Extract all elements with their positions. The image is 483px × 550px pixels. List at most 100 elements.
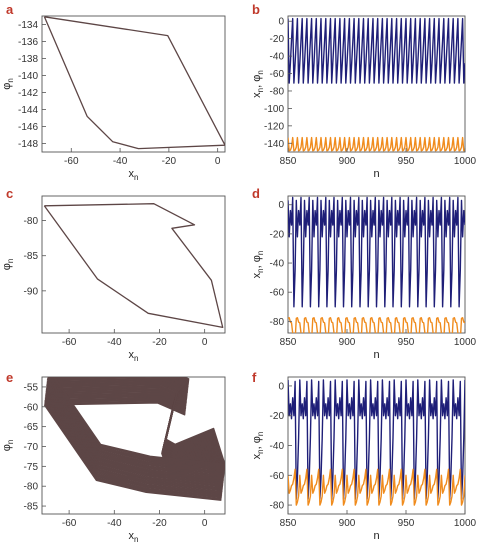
x-tick-label: 1000 [454, 337, 477, 348]
y-tick-label: -55 [24, 382, 39, 393]
trajectory-loop-29 [52, 377, 225, 467]
trajectory-loop-25 [48, 377, 225, 472]
trajectory-loop-1 [43, 16, 225, 150]
y-tick-label: -80 [24, 216, 39, 227]
x-tick-label: -40 [107, 518, 122, 529]
y-tick-label: 0 [278, 381, 284, 392]
x-tick-label: 900 [339, 518, 356, 529]
trajectory-loop-28 [51, 377, 225, 468]
y-axis-label: xn, φn [251, 70, 265, 98]
series-line-2 [288, 468, 465, 506]
y-tick-label: -100 [264, 104, 284, 115]
x-tick-label: 950 [398, 156, 415, 167]
x-axis-label: n [373, 349, 379, 361]
plot-frame [41, 15, 226, 153]
x-tick-label: 0 [215, 156, 221, 167]
series-line-2 [288, 136, 465, 152]
x-tick-label: 900 [339, 337, 356, 348]
y-tick-label: -146 [18, 122, 38, 133]
panel-c: -60 -40 -20 0 -80 -85 -90 xn φn c [1, 186, 226, 363]
x-tick-label: 850 [280, 518, 297, 529]
trajectory-loop-1 [43, 203, 224, 329]
panel-f: 850 900 950 1000 0 -20 -40 -60 -80 n xn, φn f [251, 370, 477, 542]
panel-e: -60 -40 -20 0 -55 -60 -65 -70 -75 -80 -85 xn φn e [1, 370, 226, 544]
x-tick-label: -40 [107, 337, 122, 348]
y-tick-label: -40 [270, 441, 285, 452]
panel-b: 850 900 950 1000 0 -20 -40 -60 -80 -100 -120 -140 n x… [251, 2, 477, 180]
x-axis-label: n [373, 530, 379, 542]
x-tick-label: -60 [64, 156, 79, 167]
x-tick-label: 950 [398, 518, 415, 529]
trajectory-loop-20 [46, 378, 225, 478]
y-tick-label: -40 [270, 259, 285, 270]
y-tick-label: -80 [270, 86, 285, 97]
y-tick-label: -138 [18, 54, 38, 65]
y-tick-label: -80 [24, 482, 39, 493]
panel-letter: e [6, 370, 13, 385]
y-tick-label: -85 [24, 502, 39, 513]
y-tick-label: -120 [264, 121, 284, 132]
y-tick-label: -60 [270, 69, 285, 80]
panel-a: -60 -40 -20 0 -134 -136 -138 -140 -142 -144 -146 -1… [1, 2, 226, 182]
x-tick-label: 850 [280, 337, 297, 348]
trajectory-loop-27 [50, 377, 225, 469]
y-tick-label: -136 [18, 37, 38, 48]
panel-letter: a [6, 2, 14, 17]
y-tick-label: 0 [278, 17, 284, 28]
plot-frame [41, 195, 226, 334]
y-tick-label: -60 [270, 288, 285, 299]
y-tick-label: -85 [24, 251, 39, 262]
panel-letter: c [6, 186, 13, 201]
x-tick-label: -40 [113, 156, 128, 167]
y-tick-label: -142 [18, 88, 38, 99]
x-tick-label: 1000 [454, 518, 477, 529]
y-tick-label: -20 [270, 34, 285, 45]
x-tick-label: 900 [339, 156, 356, 167]
trajectory-loop-30 [53, 377, 225, 466]
trajectory-loop-23 [46, 377, 225, 474]
x-axis-label: xn [129, 530, 139, 544]
x-axis-label: n [373, 168, 379, 180]
x-tick-label: -20 [152, 518, 167, 529]
y-tick-label: -140 [18, 71, 38, 82]
x-axis-label: xn [129, 349, 139, 363]
y-tick-label: -140 [264, 139, 284, 150]
y-tick-label: -20 [270, 229, 285, 240]
trajectory-loop-24 [47, 377, 225, 473]
panel-letter: b [252, 2, 260, 17]
x-tick-label: -20 [162, 156, 177, 167]
y-axis-label: φn [1, 78, 15, 90]
y-tick-label: -144 [18, 105, 38, 116]
y-axis-label: xn, φn [251, 432, 265, 460]
y-tick-label: -60 [270, 471, 285, 482]
trajectory-loop-21 [46, 377, 225, 477]
x-axis-label: xn [129, 168, 139, 182]
y-tick-label: -80 [270, 501, 285, 512]
y-tick-label: -90 [24, 286, 39, 297]
panel-d: 850 900 950 1000 0 -20 -40 -60 -80 n xn, φn d [251, 186, 477, 361]
series-line-1 [288, 17, 465, 84]
y-tick-label: -75 [24, 462, 39, 473]
y-tick-label: -70 [24, 442, 39, 453]
y-tick-label: -65 [24, 422, 39, 433]
x-tick-label: -20 [152, 337, 167, 348]
panel-letter: f [252, 370, 257, 385]
x-tick-label: 850 [280, 156, 297, 167]
x-tick-label: -60 [62, 337, 77, 348]
y-tick-label: -20 [270, 411, 285, 422]
y-tick-label: -148 [18, 139, 38, 150]
y-axis-label: φn [1, 259, 15, 271]
series-line-1 [288, 379, 465, 500]
trajectory-loop-22 [46, 377, 225, 475]
trajectory-loop-26 [49, 377, 225, 471]
x-tick-label: -60 [62, 518, 77, 529]
x-tick-label: 1000 [454, 156, 477, 167]
y-tick-label: 0 [278, 200, 284, 211]
panel-letter: d [252, 186, 260, 201]
x-tick-label: 0 [202, 337, 208, 348]
y-axis-label: xn, φn [251, 251, 265, 279]
series-line-1 [288, 196, 465, 308]
y-tick-label: -80 [270, 317, 285, 328]
y-tick-label: -60 [24, 402, 39, 413]
